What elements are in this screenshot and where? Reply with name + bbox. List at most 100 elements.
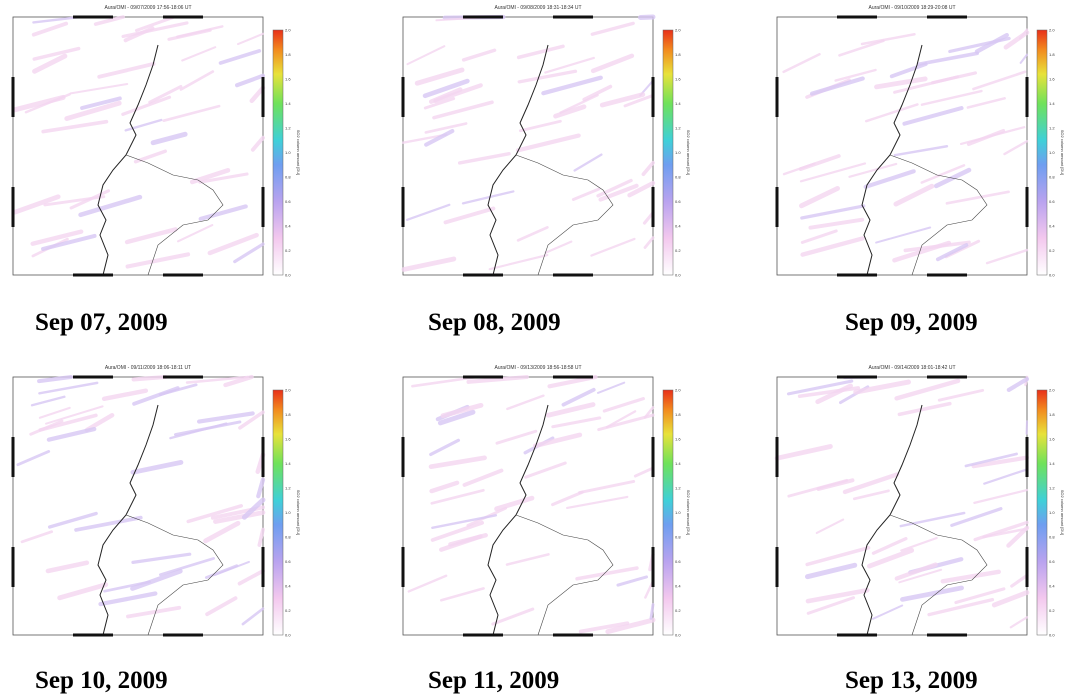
frame-bar — [73, 15, 113, 19]
colorbar-label: SO2 column amount [DU] — [1060, 490, 1065, 536]
colorbar-tick-label: 1.8 — [675, 412, 681, 417]
frame-bar — [401, 77, 405, 117]
frame-bar — [463, 273, 503, 277]
so2-streak — [972, 70, 1027, 91]
frame-bar — [401, 437, 405, 477]
colorbar-tick-label: 2.0 — [1049, 28, 1055, 33]
so2-streak — [616, 575, 649, 587]
colorbar-tick-label: 1.8 — [1049, 52, 1055, 57]
so2-streak — [903, 240, 971, 253]
panel-title: Aura/OMI - 09/13/2009 18:56-18:58 UT — [495, 365, 582, 371]
so2-streak — [103, 580, 151, 593]
colorbar-tick-label: 1.2 — [285, 126, 291, 131]
so2-streak — [423, 97, 456, 110]
so2-streak — [950, 507, 1003, 528]
frame-bar — [837, 273, 877, 277]
map-frame — [776, 16, 1028, 276]
so2-streak — [1010, 573, 1029, 588]
so2-streak — [553, 104, 587, 119]
colorbar-tick-label: 0.4 — [285, 224, 291, 229]
so2-streak — [433, 83, 483, 104]
frame-bar — [837, 15, 877, 19]
so2-streak — [808, 217, 865, 230]
so2-streak — [41, 119, 109, 134]
colorbar-tick-label: 0.8 — [1049, 535, 1055, 540]
frame-bar — [927, 15, 967, 19]
so2-streak — [223, 374, 254, 388]
colorbar-tick-label: 0.6 — [675, 199, 681, 204]
so2-streak — [148, 84, 183, 104]
so2-streak — [134, 16, 175, 32]
so2-streak — [250, 135, 265, 152]
coastline — [487, 404, 549, 636]
colorbar-tick-label: 1.6 — [675, 77, 681, 82]
so2-streak — [437, 409, 476, 426]
so2-streak — [605, 617, 656, 635]
so2-streak — [805, 545, 871, 567]
so2-streak — [505, 553, 550, 566]
so2-streak — [900, 536, 938, 552]
so2-streak — [524, 461, 567, 479]
so2-streak — [38, 413, 98, 432]
frame-bar — [73, 375, 113, 379]
so2-streak — [80, 96, 122, 110]
so2-streak — [207, 232, 259, 256]
so2-streak — [973, 488, 1029, 505]
so2-streak — [46, 427, 97, 442]
so2-streak — [643, 236, 655, 249]
colorbar-tick-label: 0.8 — [675, 175, 681, 180]
so2-streak — [218, 48, 262, 65]
so2-streak — [948, 36, 1011, 54]
so2-streak — [167, 28, 212, 41]
so2-streak — [38, 406, 71, 419]
colorbar — [662, 29, 674, 276]
so2-streak — [130, 568, 183, 591]
so2-streak — [429, 480, 460, 494]
colorbar-tick-label: 0.8 — [285, 175, 291, 180]
colorbar-tick-label: 1.4 — [675, 461, 681, 466]
so2-streak — [30, 395, 66, 407]
so2-streak — [133, 149, 167, 164]
so2-streak — [518, 119, 562, 133]
so2-streak — [597, 413, 655, 432]
frame-bar — [261, 547, 265, 587]
frame-bar — [261, 77, 265, 117]
frame-bar — [261, 187, 265, 227]
frame-bar — [1025, 187, 1029, 227]
so2-streak — [800, 229, 838, 244]
so2-streak — [547, 374, 598, 389]
so2-streak — [852, 489, 890, 501]
so2-streak — [196, 411, 255, 424]
colorbar-label: SO2 column amount [DU] — [296, 130, 301, 176]
so2-streak — [461, 190, 515, 205]
colorbar-tick-label: 0.8 — [675, 535, 681, 540]
so2-streak — [590, 237, 636, 257]
so2-streak — [98, 591, 158, 607]
frame-bar — [11, 437, 15, 477]
so2-streak — [181, 46, 217, 62]
so2-streak — [815, 383, 853, 405]
colorbar-label: SO2 column amount [DU] — [686, 490, 691, 536]
frame-bar — [11, 77, 15, 117]
so2-streak — [461, 48, 497, 62]
frame-bar — [11, 547, 15, 587]
colorbar-tick-label: 0.2 — [1049, 608, 1055, 613]
border-line — [125, 514, 224, 636]
frame-bar — [651, 547, 655, 587]
so2-streak — [940, 569, 1001, 584]
frame-bar — [651, 187, 655, 227]
colorbar-label: SO2 column amount [DU] — [686, 130, 691, 176]
so2-streak — [899, 511, 966, 528]
frame-bar — [401, 187, 405, 227]
map-frame — [776, 376, 1028, 636]
so2-streak — [806, 596, 856, 615]
so2-streak — [432, 100, 494, 120]
frame-bar — [651, 437, 655, 477]
so2-streak — [809, 76, 865, 96]
colorbar-tick-label: 1.4 — [285, 461, 291, 466]
frame-bar — [163, 633, 203, 637]
so2-streak — [561, 387, 596, 407]
frame-bar — [163, 15, 203, 19]
so2-streak — [203, 520, 241, 544]
